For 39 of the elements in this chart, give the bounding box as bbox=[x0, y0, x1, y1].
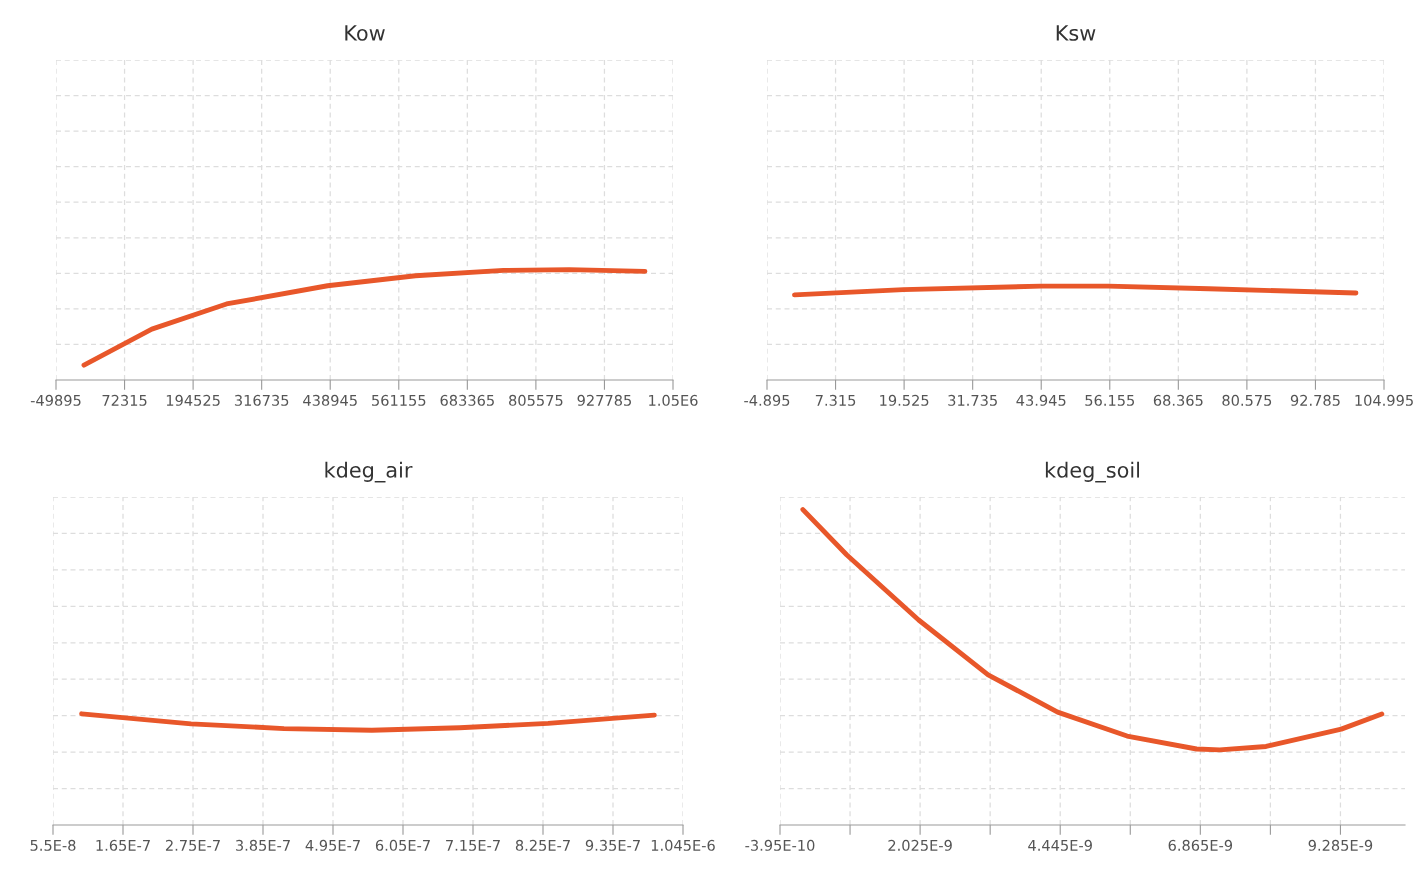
x-tick-label: 19.525 bbox=[880, 394, 929, 406]
x-tick-label: 80.575 bbox=[1222, 394, 1272, 406]
x-tick-label: 6.865E-9 bbox=[1168, 839, 1233, 851]
x-tick-label: 438945 bbox=[303, 394, 357, 406]
x-tick-label: 927785 bbox=[577, 394, 632, 406]
chart-title: kdeg_soil bbox=[1045, 461, 1140, 483]
x-tick-label: 1.045E-6 bbox=[651, 839, 715, 851]
x-tick-label: 194525 bbox=[166, 394, 220, 406]
x-tick-label: 8.25E-7 bbox=[515, 839, 570, 851]
x-tick-label: 2.75E-7 bbox=[165, 839, 220, 851]
x-tick-label: 805575 bbox=[509, 394, 563, 406]
x-tick-label: 56.155 bbox=[1085, 394, 1135, 406]
chart-title: Ksw bbox=[1056, 25, 1096, 41]
chart-title: Kow bbox=[345, 25, 385, 41]
x-tick-label: -49895 bbox=[30, 394, 81, 406]
x-tick-label: -3.95E-10 bbox=[745, 839, 815, 851]
x-tick-label: 68.365 bbox=[1153, 394, 1203, 406]
x-tick-label: 5.5E-8 bbox=[30, 839, 76, 851]
x-tick-label: 104.995 bbox=[1355, 394, 1413, 406]
x-tick-label: 31.735 bbox=[948, 394, 997, 406]
x-tick-label: 7.15E-7 bbox=[446, 840, 500, 851]
x-tick-label: 72315 bbox=[102, 394, 147, 406]
x-tick-label: 92.785 bbox=[1290, 394, 1340, 406]
x-tick-label: 683365 bbox=[440, 394, 494, 406]
x-tick-label: 3.85E-7 bbox=[236, 839, 290, 851]
x-tick-label: 316735 bbox=[234, 394, 289, 406]
x-tick-label: -4.895 bbox=[744, 394, 790, 406]
x-tick-label: 7.315 bbox=[815, 394, 856, 406]
chart-title: kdeg_air bbox=[325, 461, 413, 483]
x-tick-label: 4.445E-9 bbox=[1028, 839, 1092, 851]
x-tick-label: 1.05E6 bbox=[649, 394, 698, 406]
x-tick-label: 43.945 bbox=[1016, 394, 1066, 406]
x-tick-label: 6.05E-7 bbox=[375, 839, 430, 851]
x-tick-label: 2.025E-9 bbox=[888, 839, 952, 851]
x-tick-label: 9.35E-7 bbox=[585, 839, 640, 851]
x-tick-label: 561155 bbox=[372, 394, 426, 406]
x-tick-label: 4.95E-7 bbox=[305, 839, 360, 851]
x-tick-label: 9.285E-9 bbox=[1308, 839, 1373, 851]
x-tick-label: 1.65E-7 bbox=[96, 839, 150, 851]
